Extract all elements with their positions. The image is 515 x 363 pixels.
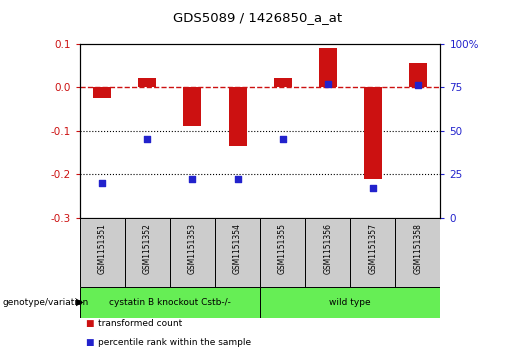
Bar (80, 287, 260, 318)
Point (233, 176, 242, 182)
Bar (80, 218, 125, 287)
Text: GSM1151356: GSM1151356 (323, 223, 332, 274)
Text: GSM1151358: GSM1151358 (414, 223, 422, 274)
Bar (229, 87, 247, 146)
Text: GSM1151352: GSM1151352 (143, 223, 152, 274)
Bar (319, 48, 337, 87)
Bar (125, 218, 170, 287)
Text: ▶: ▶ (76, 297, 84, 307)
Bar (273, 78, 291, 87)
Text: ■: ■ (85, 338, 94, 347)
Text: percentile rank within the sample: percentile rank within the sample (98, 338, 251, 347)
Text: GSM1151353: GSM1151353 (188, 223, 197, 274)
Bar (396, 218, 440, 287)
Bar (364, 87, 382, 179)
Point (188, 176, 197, 182)
Point (323, 81, 332, 86)
Text: ■: ■ (85, 319, 94, 329)
Text: GSM1151357: GSM1151357 (368, 223, 377, 274)
Text: wild type: wild type (330, 298, 371, 307)
Text: GSM1151354: GSM1151354 (233, 223, 242, 274)
Point (414, 82, 422, 88)
Bar (139, 78, 157, 87)
Text: genotype/variation: genotype/variation (3, 298, 89, 307)
Text: GDS5089 / 1426850_a_at: GDS5089 / 1426850_a_at (173, 11, 342, 24)
Point (98, 180, 107, 186)
Point (143, 136, 151, 142)
Text: transformed count: transformed count (98, 319, 182, 329)
Bar (305, 218, 350, 287)
Bar (350, 218, 396, 287)
Bar (409, 63, 427, 87)
Bar (215, 218, 260, 287)
Bar (183, 87, 201, 126)
Text: cystatin B knockout Cstb-/-: cystatin B knockout Cstb-/- (109, 298, 231, 307)
Bar (260, 218, 305, 287)
Bar (260, 287, 440, 318)
Point (279, 136, 287, 142)
Bar (170, 218, 215, 287)
Text: GSM1151351: GSM1151351 (98, 223, 107, 274)
Bar (93, 87, 111, 98)
Point (369, 185, 377, 191)
Text: GSM1151355: GSM1151355 (278, 223, 287, 274)
